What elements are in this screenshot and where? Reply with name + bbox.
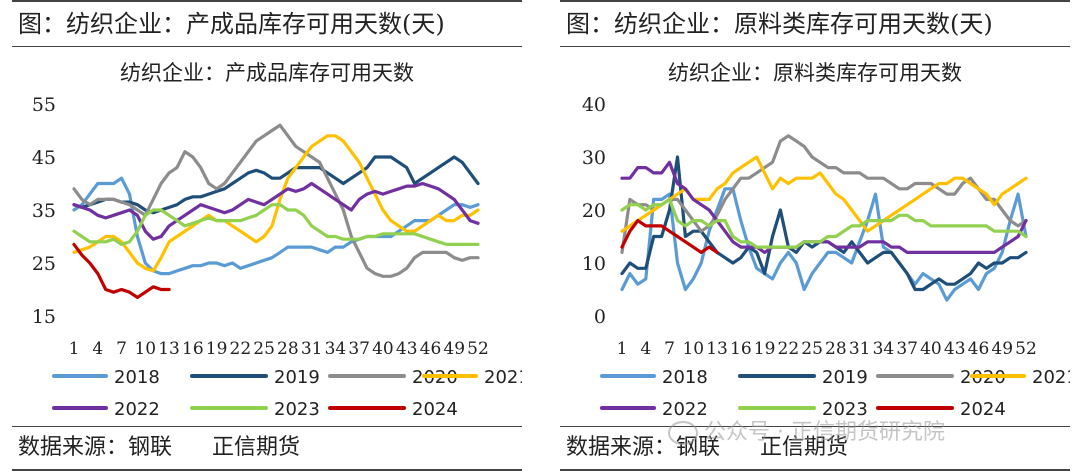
watermark-text: 公众号 · 正信期货研究院: [704, 420, 945, 445]
x-tick-label: 19: [206, 339, 228, 359]
legend-label-2024: 2024: [412, 399, 458, 420]
watermark: 公众号 · 正信期货研究院: [668, 414, 945, 446]
x-tick-label: 25: [801, 339, 823, 359]
x-tick-label: 25: [253, 339, 275, 359]
x-tick-label: 34: [325, 339, 347, 359]
y-tick-label: 55: [32, 94, 56, 116]
x-tick-label: 16: [730, 339, 752, 359]
chart-title: 纺织企业：产成品库存可用天数: [120, 61, 414, 85]
y-tick-label: 40: [582, 94, 606, 116]
series-line-2023: [72, 203, 480, 246]
y-tick-label: 35: [32, 200, 56, 222]
legend-label-2022: 2022: [114, 399, 160, 420]
x-tick-label: 52: [467, 339, 489, 359]
x-tick-label: 10: [134, 339, 156, 359]
x-tick-label: 19: [754, 339, 776, 359]
series-line-2021: [72, 134, 480, 273]
x-tick-label: 13: [706, 339, 728, 359]
legend-label-2023: 2023: [274, 399, 320, 420]
legend-label-2022: 2022: [662, 399, 708, 420]
x-tick-label: 28: [825, 339, 847, 359]
x-tick-label: 16: [182, 339, 204, 359]
legend-label-2023: 2023: [822, 399, 868, 420]
y-tick-label: 10: [582, 253, 606, 275]
y-tick-label: 45: [32, 147, 56, 169]
x-tick-label: 31: [849, 339, 871, 359]
series-line-2018: [72, 176, 480, 276]
x-tick-label: 1: [69, 339, 80, 359]
x-tick-label: 37: [896, 339, 918, 359]
legend-label-2024: 2024: [960, 399, 1006, 420]
x-tick-label: 31: [301, 339, 323, 359]
panel-header: 图：纺织企业：产成品库存可用天数(天): [12, 0, 522, 47]
chart-title: 纺织企业：原料类库存可用天数: [668, 61, 962, 85]
y-tick-label: 30: [582, 147, 606, 169]
footer-org: 正信期货: [760, 435, 849, 460]
wechat-icon: [668, 421, 698, 445]
x-tick-label: 7: [664, 339, 675, 359]
x-tick-label: 22: [230, 339, 252, 359]
legend-label-2018: 2018: [662, 367, 708, 388]
x-tick-label: 7: [116, 339, 127, 359]
x-tick-label: 28: [277, 339, 299, 359]
x-tick-label: 4: [92, 339, 103, 359]
series-line-2024: [72, 242, 171, 299]
series-line-2020: [620, 134, 1028, 254]
panel-finished-goods: 图：纺织企业：产成品库存可用天数(天) 纺织企业：产成品库存可用天数 15 25 35…: [12, 0, 522, 472]
series-line-2020: [72, 123, 480, 278]
legend-label-2018: 2018: [114, 367, 160, 388]
y-tick-label: 20: [582, 200, 606, 222]
panel-header: 图：纺织企业：原料类库存可用天数(天): [560, 0, 1070, 47]
x-tick-label: 13: [158, 339, 180, 359]
x-tick-label: 43: [396, 339, 418, 359]
y-tick-label: 25: [32, 253, 56, 275]
series-line-2019: [72, 155, 480, 215]
legend-label-2019: 2019: [822, 367, 868, 388]
panel-raw-material: 图：纺织企业：原料类库存可用天数(天) 纺织企业：原料类库存可用天数 0 10 20 3…: [560, 0, 1070, 472]
x-tick-label: 4: [640, 339, 651, 359]
x-tick-label: 49: [991, 339, 1013, 359]
x-tick-label: 40: [372, 339, 394, 359]
x-tick-label: 34: [873, 339, 895, 359]
legend-label-2019: 2019: [274, 367, 320, 388]
x-tick-label: 22: [778, 339, 800, 359]
footer-source: 数据来源：钢联: [18, 435, 173, 460]
series-line-2018: [620, 187, 1028, 302]
legend-label-2021: 2021: [484, 367, 522, 388]
y-tick-label: 15: [32, 306, 56, 328]
x-tick-label: 43: [944, 339, 966, 359]
panel-footer: 数据来源：钢联 正信期货: [12, 426, 522, 471]
x-tick-label: 37: [348, 339, 370, 359]
x-tick-label: 1: [617, 339, 628, 359]
y-tick-label: 0: [594, 306, 606, 328]
x-tick-label: 46: [968, 339, 990, 359]
series-line-2023: [620, 197, 1028, 249]
x-tick-label: 46: [420, 339, 442, 359]
x-tick-label: 49: [443, 339, 465, 359]
series-line-2022: [620, 160, 1028, 254]
legend-label-2021: 2021: [1032, 367, 1070, 388]
x-tick-label: 10: [682, 339, 704, 359]
x-tick-label: 52: [1015, 339, 1037, 359]
x-tick-label: 40: [920, 339, 942, 359]
footer-org: 正信期货: [212, 435, 301, 460]
series-line-2024: [620, 219, 719, 254]
